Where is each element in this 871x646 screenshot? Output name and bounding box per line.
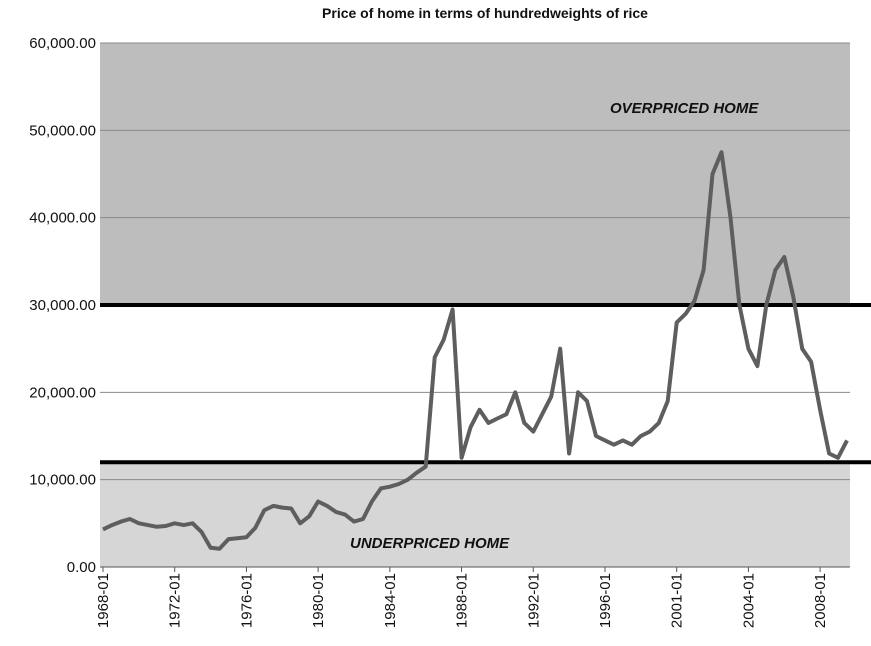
- y-tick-label: 20,000.00: [29, 384, 96, 401]
- x-tick-label: 1992-01: [525, 573, 542, 628]
- x-tick-label: 2001-01: [669, 573, 686, 628]
- x-tick-label: 1972-01: [167, 573, 184, 628]
- y-tick-label: 0.00: [67, 559, 96, 576]
- annotation: UNDERPRICED HOME: [350, 535, 510, 552]
- y-tick-label: 10,000.00: [29, 472, 96, 489]
- y-tick-label: 50,000.00: [29, 122, 96, 139]
- overpriced-band: [100, 43, 850, 305]
- chart-title: Price of home in terms of hundredweights…: [322, 5, 648, 21]
- x-tick-label: 1996-01: [597, 573, 614, 628]
- x-tick-label: 2008-01: [812, 573, 829, 628]
- x-tick-label: 1968-01: [95, 573, 112, 628]
- y-tick-label: 40,000.00: [29, 210, 96, 227]
- x-tick-label: 2004-01: [740, 573, 757, 628]
- annotation: OVERPRICED HOME: [610, 100, 759, 117]
- y-tick-label: 60,000.00: [29, 35, 96, 52]
- fair-band: [100, 305, 850, 463]
- x-tick-label: 1988-01: [454, 573, 471, 628]
- y-tick-label: 30,000.00: [29, 297, 96, 314]
- x-tick-label: 1984-01: [382, 573, 399, 628]
- x-tick-label: 1980-01: [310, 573, 327, 628]
- x-tick-label: 1976-01: [238, 573, 255, 628]
- data-line: [102, 150, 849, 551]
